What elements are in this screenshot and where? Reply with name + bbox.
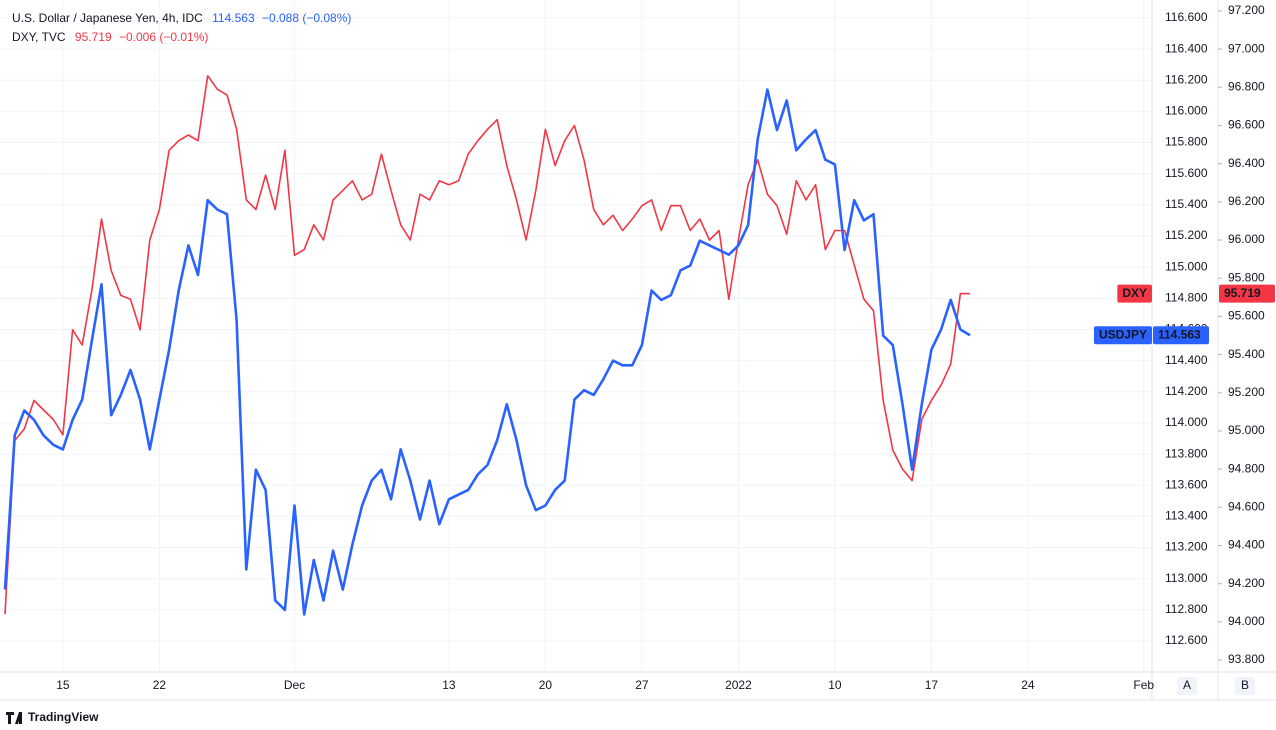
y-tick-label: 113.800 xyxy=(1165,446,1208,460)
x-tick-label: Feb xyxy=(1133,678,1154,692)
y2-tick-label: 95.800 xyxy=(1228,270,1265,284)
y-tick-label: 112.800 xyxy=(1165,602,1208,616)
y-tick-label: 113.400 xyxy=(1165,509,1208,523)
y-tick-label: 114.800 xyxy=(1165,290,1208,304)
y2-tick-label: 97.200 xyxy=(1228,3,1265,17)
y-tick-label: 114.400 xyxy=(1165,353,1208,367)
value-badge-label: 95.719 xyxy=(1224,286,1261,300)
y-tick-label: 115.200 xyxy=(1165,228,1208,242)
y2-tick-label: 96.800 xyxy=(1228,79,1265,93)
legend-change: −0.006 (−0.01%) xyxy=(119,30,208,44)
series-badge xyxy=(1093,326,1152,345)
y2-tick-label: 95.200 xyxy=(1228,385,1265,399)
y2-tick-label: 94.200 xyxy=(1228,576,1265,590)
legend-change: −0.088 (−0.08%) xyxy=(262,11,351,25)
y2-tick-label: 96.600 xyxy=(1228,118,1265,132)
y-tick-label: 115.600 xyxy=(1165,166,1208,180)
value-badge xyxy=(1219,284,1275,303)
y2-tick-label: 96.200 xyxy=(1228,194,1265,208)
series-badge-name: DXY xyxy=(1122,286,1147,300)
x-tick-label: 13 xyxy=(442,678,456,692)
series-line xyxy=(3,88,971,616)
legend-title: U.S. Dollar / Japanese Yen, 4h, IDC xyxy=(12,11,203,25)
x-tick-label: 24 xyxy=(1021,678,1035,692)
series-badge-name: USDJPY xyxy=(1099,327,1147,341)
legend-title: DXY, TVC xyxy=(12,30,66,44)
scale-button[interactable] xyxy=(1235,677,1255,695)
y2-tick-label: 95.400 xyxy=(1228,347,1265,361)
y2-tick-label: 95.600 xyxy=(1228,309,1265,323)
x-tick-label: 22 xyxy=(153,678,167,692)
y2-tick-label: 94.600 xyxy=(1228,500,1265,514)
y-tick-label: 116.400 xyxy=(1165,41,1208,55)
x-tick-label: Dec xyxy=(284,678,305,692)
y2-tick-label: 94.800 xyxy=(1228,461,1265,475)
y-tick-label: 113.200 xyxy=(1165,540,1208,554)
y2-tick-label: 94.400 xyxy=(1228,538,1265,552)
plot xyxy=(3,75,971,616)
value-badge xyxy=(1153,326,1209,345)
y-tick-label: 114.200 xyxy=(1165,384,1208,398)
legend-row: DXY, TVC 95.719 −0.006 (−0.01%) xyxy=(12,30,208,44)
y-tick-label: 116.600 xyxy=(1165,10,1208,24)
logo-icon xyxy=(6,712,22,724)
y2-tick-label: 97.000 xyxy=(1228,41,1265,55)
x-tick-label: 20 xyxy=(539,678,553,692)
scale-button-label[interactable]: A xyxy=(1183,678,1191,692)
y2-tick-label: 96.400 xyxy=(1228,156,1265,170)
y2-tick-label: 94.000 xyxy=(1228,614,1265,628)
logo-text[interactable]: TradingView xyxy=(28,710,99,724)
y-tick-label: 113.600 xyxy=(1165,477,1208,491)
y-tick-label: 116.000 xyxy=(1165,104,1208,118)
series-line xyxy=(4,75,971,615)
axes: 112.600 112.800 113.000 113.200 113.400 113.6… xyxy=(56,3,1265,692)
y2-tick-label: 93.800 xyxy=(1228,652,1265,666)
y-tick-label: 114.000 xyxy=(1165,415,1208,429)
scale-button-label[interactable]: B xyxy=(1241,678,1249,692)
logo[interactable]: TradingView xyxy=(6,710,99,724)
y-tick-label: 115.800 xyxy=(1165,135,1208,149)
x-tick-label: 10 xyxy=(828,678,842,692)
x-tick-label: 15 xyxy=(56,678,70,692)
y2-tick-label: 95.000 xyxy=(1228,423,1265,437)
x-tick-label: 2022 xyxy=(725,678,752,692)
legend-value: 114.563 xyxy=(212,11,255,25)
y-tick-label: 116.200 xyxy=(1165,72,1208,86)
scale-button[interactable] xyxy=(1177,677,1197,695)
y-tick-label: 115.400 xyxy=(1165,197,1208,211)
y-tick-label: 113.000 xyxy=(1165,571,1208,585)
series-badge xyxy=(1117,284,1152,303)
y-tick-label: 112.600 xyxy=(1165,633,1208,647)
value-badge-label: 114.563 xyxy=(1158,327,1201,341)
x-tick-label: 17 xyxy=(925,678,939,692)
legend-row: U.S. Dollar / Japanese Yen, 4h, IDC 114.… xyxy=(12,11,351,25)
legend-value: 95.719 xyxy=(75,30,112,44)
x-tick-label: 27 xyxy=(635,678,649,692)
y-tick-label: 115.000 xyxy=(1165,259,1208,273)
grid xyxy=(0,0,1152,672)
badges: USDJPY 114.563 DXY 95.719 xyxy=(1093,284,1275,345)
y2-tick-label: 96.000 xyxy=(1228,232,1265,246)
